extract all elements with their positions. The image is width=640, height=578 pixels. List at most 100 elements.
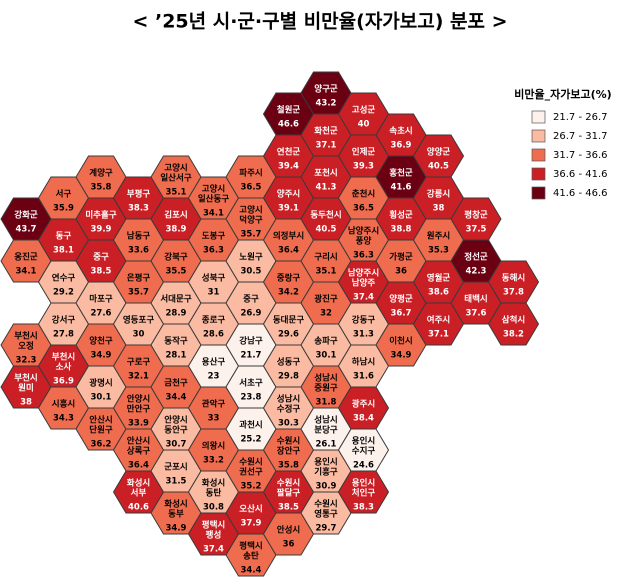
region-value: 30.1	[91, 393, 112, 403]
region-name: 화성시	[202, 478, 225, 489]
region-name: 중구	[93, 253, 109, 263]
region-value: 34.9	[166, 524, 187, 534]
region-name: 노원구	[239, 252, 263, 263]
region-value: 27.8	[53, 330, 74, 340]
region-name: 송탄	[243, 551, 259, 562]
region-name: 남동구	[127, 231, 151, 242]
region-value: 35.8	[278, 461, 299, 471]
region-value: 35.1	[166, 188, 187, 198]
region-hex: 광주시 38.4	[337, 386, 390, 430]
region-value: 40.6	[128, 503, 149, 513]
region-value: 38.5	[278, 503, 299, 513]
region-name: 중원구	[314, 383, 338, 394]
region-value: 30.7	[166, 440, 187, 450]
region-name: 도봉구	[202, 231, 226, 242]
region-value: 26.1	[316, 440, 337, 450]
region-value: 38.2	[503, 330, 524, 340]
region-name: 오산시	[239, 504, 262, 515]
region-value: 30.1	[316, 351, 337, 361]
region-name: 성남시	[277, 394, 300, 405]
region-name: 남양주	[352, 278, 376, 289]
region-name: 강릉시	[427, 189, 450, 200]
region-name: 부평구	[127, 189, 151, 200]
region-name: 성남시	[314, 415, 337, 426]
region-name: 일산동구	[198, 194, 229, 205]
region-name: 동부	[168, 510, 184, 520]
region-name: 과천시	[239, 420, 262, 431]
region-name: 화천군	[314, 126, 338, 137]
region-name: 장안구	[277, 446, 301, 457]
region-value: 36.5	[241, 183, 262, 193]
region-value: 36.3	[353, 251, 374, 261]
region-name: 기흥구	[314, 467, 338, 478]
region-value: 43.7	[16, 225, 37, 235]
region-name: 하남시	[352, 357, 375, 368]
region-name: 옹진군	[14, 252, 38, 263]
hex-cell	[337, 470, 390, 514]
region-name: 팔달구	[277, 488, 301, 499]
legend-swatch	[531, 186, 546, 200]
region-name: 고성군	[352, 105, 376, 116]
region-value: 29.7	[316, 524, 337, 534]
region-value: 37.4	[203, 545, 224, 555]
hex-cell	[487, 302, 540, 346]
region-name: 원주시	[427, 231, 450, 242]
legend-label: 31.7 - 36.6	[553, 150, 608, 161]
region-value: 36.9	[53, 377, 74, 387]
region-value: 40.5	[316, 225, 337, 235]
region-name: 권선구	[239, 467, 263, 478]
region-name: 서부	[131, 488, 147, 499]
region-value: 46.6	[278, 120, 299, 130]
region-value: 42.3	[466, 267, 487, 277]
region-value: 36.9	[391, 141, 412, 151]
region-value: 31	[208, 288, 220, 298]
region-name: 구로구	[127, 358, 151, 368]
region-name: 고양시	[202, 184, 225, 195]
region-value: 38	[20, 398, 32, 408]
region-name: 부천시	[52, 352, 75, 363]
region-name: 남양주시	[348, 226, 379, 237]
region-name: 양구군	[314, 84, 338, 95]
region-name: 의왕시	[202, 441, 225, 452]
region-name: 단원구	[89, 425, 113, 436]
region-name: 성남시	[314, 373, 337, 384]
region-value: 41.6	[391, 183, 412, 193]
region-name: 평택시	[202, 520, 225, 531]
region-name: 군포시	[164, 463, 187, 473]
region-name: 수원시	[314, 499, 337, 510]
legend-label: 36.6 - 41.6	[553, 169, 608, 180]
region-value: 29.6	[278, 330, 299, 340]
region-name: 구리시	[314, 252, 337, 263]
region-name: 동해시	[502, 273, 525, 284]
region-name: 고양시	[239, 205, 262, 216]
region-value: 35.3	[428, 246, 449, 256]
region-name: 동탄	[206, 488, 222, 499]
region-value: 35.1	[316, 267, 337, 277]
region-value: 36.7	[391, 309, 412, 319]
region-value: 38.1	[53, 246, 74, 256]
legend-swatch	[531, 167, 546, 181]
region-name: 용인시	[352, 436, 375, 447]
region-name: 안산시	[89, 415, 112, 426]
region-hex: 계양구 35.8	[75, 155, 127, 199]
region-name: 광진구	[314, 294, 338, 305]
region-value: 30.8	[203, 503, 224, 513]
region-value: 39.1	[278, 204, 299, 214]
legend-swatch	[531, 129, 546, 143]
region-value: 37.1	[316, 141, 337, 151]
region-name: 성동구	[277, 357, 301, 368]
region-value: 28.6	[203, 330, 224, 340]
region-value: 38.3	[128, 204, 149, 214]
region-value: 29.2	[53, 288, 74, 298]
region-value: 38.3	[353, 503, 374, 513]
region-value: 30	[133, 330, 145, 340]
region-name: 수원시	[277, 478, 300, 489]
region-value: 31.3	[353, 330, 374, 340]
region-name: 태백시	[464, 294, 487, 305]
region-value: 38.4	[353, 414, 374, 424]
region-name: 용산구	[202, 357, 226, 368]
